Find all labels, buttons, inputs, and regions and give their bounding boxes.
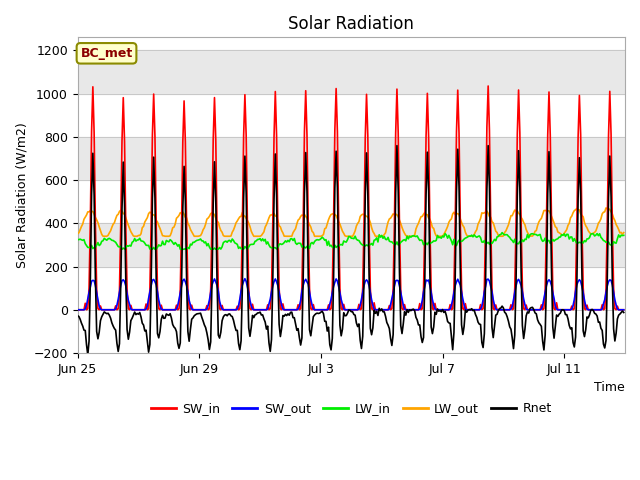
- Bar: [77, 137, 625, 180]
- Legend: SW_in, SW_out, LW_in, LW_out, Rnet: SW_in, SW_out, LW_in, LW_out, Rnet: [146, 397, 557, 420]
- Title: Solar Radiation: Solar Radiation: [289, 15, 414, 33]
- Y-axis label: Solar Radiation (W/m2): Solar Radiation (W/m2): [15, 122, 28, 268]
- Text: BC_met: BC_met: [81, 47, 132, 60]
- Bar: [77, 50, 625, 94]
- Bar: [77, 223, 625, 266]
- X-axis label: Time: Time: [595, 381, 625, 394]
